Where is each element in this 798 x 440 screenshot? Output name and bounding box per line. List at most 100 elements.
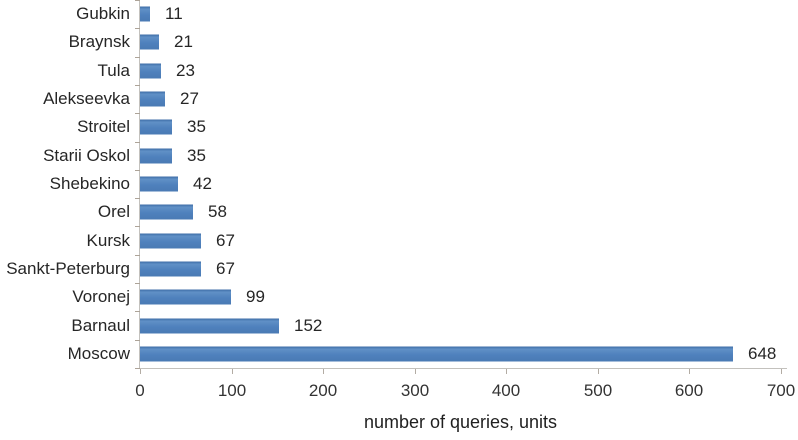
y-axis-tick <box>135 198 140 199</box>
value-label: 648 <box>748 343 777 363</box>
bar <box>140 233 201 249</box>
bar <box>140 289 231 305</box>
category-label: Alekseevka <box>43 89 130 109</box>
bar-track: 35 <box>139 113 798 141</box>
bar-row: Moscow 648 <box>0 340 798 368</box>
bar-track: 42 <box>139 170 798 198</box>
y-axis-tick <box>135 283 140 284</box>
bar-row: Sankt-Peterburg 67 <box>0 255 798 283</box>
x-tick-label: 700 <box>766 381 796 400</box>
value-label: 23 <box>176 60 195 80</box>
category-label: Tula <box>97 60 130 80</box>
y-axis-tick <box>135 340 140 341</box>
y-axis-tick <box>135 368 140 369</box>
value-label: 27 <box>180 89 199 109</box>
bar-row: Starii Oskol 35 <box>0 142 798 170</box>
y-axis-tick <box>135 85 140 86</box>
bar-track: 67 <box>139 255 798 283</box>
x-tick-label: 400 <box>491 381 521 400</box>
bar-track: 11 <box>139 0 798 28</box>
x-tick-label: 100 <box>217 381 247 400</box>
bar <box>140 346 733 362</box>
bar-row: Barnaul 152 <box>0 311 798 339</box>
y-axis-line <box>139 0 140 369</box>
y-axis-tick <box>135 311 140 312</box>
y-axis-tick <box>135 226 140 227</box>
category-label: Barnaul <box>71 315 130 335</box>
plot-area: Gubkin 11 Braynsk 21 Tula 23 Alekseevka 27 Stroi… <box>0 0 798 368</box>
x-tick-label: 200 <box>308 381 338 400</box>
y-axis-tick <box>135 170 140 171</box>
x-axis-title: number of queries, units <box>363 412 558 432</box>
bar <box>140 204 193 220</box>
bar-track: 21 <box>139 28 798 56</box>
bar-row: Gubkin 11 <box>0 0 798 28</box>
bar-row: Shebekino 42 <box>0 170 798 198</box>
x-tick-label: 600 <box>674 381 704 400</box>
x-axis-tick <box>232 369 233 374</box>
x-axis-line <box>139 368 787 369</box>
bar-row: Tula 23 <box>0 57 798 85</box>
bar <box>140 318 279 334</box>
x-axis-tick <box>506 369 507 374</box>
category-label: Sankt-Peterburg <box>6 258 130 278</box>
bar-track: 35 <box>139 142 798 170</box>
y-axis-tick <box>135 28 140 29</box>
category-label: Voronej <box>72 287 130 307</box>
y-axis-tick <box>135 57 140 58</box>
x-axis-tick <box>781 369 782 374</box>
bar-track: 67 <box>139 227 798 255</box>
category-label: Moscow <box>67 343 130 363</box>
category-label: Shebekino <box>49 174 130 194</box>
y-axis-tick <box>135 0 140 1</box>
bar <box>140 119 172 135</box>
bar <box>140 63 161 79</box>
x-axis-tick <box>140 369 141 374</box>
value-label: 99 <box>246 287 265 307</box>
x-axis-tick <box>689 369 690 374</box>
bar-row: Kursk 67 <box>0 227 798 255</box>
bar-row: Stroitel 35 <box>0 113 798 141</box>
value-label: 42 <box>193 174 212 194</box>
bar <box>140 34 159 50</box>
value-label: 152 <box>294 315 323 335</box>
bar-row: Alekseevka 27 <box>0 85 798 113</box>
value-label: 67 <box>216 230 235 250</box>
category-label: Kursk <box>86 230 130 250</box>
bar <box>140 176 178 192</box>
bar-track: 648 <box>139 340 798 368</box>
x-tick-label: 300 <box>400 381 430 400</box>
bar-track: 23 <box>139 57 798 85</box>
x-axis-tick <box>598 369 599 374</box>
category-label: Braynsk <box>68 32 130 52</box>
y-axis-tick <box>135 142 140 143</box>
y-axis-tick <box>135 113 140 114</box>
bar-track: 152 <box>139 311 798 339</box>
bar <box>140 6 150 22</box>
bar <box>140 261 201 277</box>
category-label: Orel <box>97 202 130 222</box>
category-label: Gubkin <box>76 4 130 24</box>
category-label: Starii Oskol <box>43 145 130 165</box>
bar-row: Voronej 99 <box>0 283 798 311</box>
value-label: 67 <box>216 258 235 278</box>
value-label: 35 <box>187 145 206 165</box>
y-axis-tick <box>135 255 140 256</box>
value-label: 35 <box>187 117 206 137</box>
value-label: 11 <box>165 4 183 24</box>
bar-row: Braynsk 21 <box>0 28 798 56</box>
bar-track: 58 <box>139 198 798 226</box>
bar <box>140 91 165 107</box>
x-axis-tick <box>323 369 324 374</box>
value-label: 58 <box>208 202 227 222</box>
bar-row: Orel 58 <box>0 198 798 226</box>
bar-track: 27 <box>139 85 798 113</box>
x-tick-label: 0 <box>135 381 145 400</box>
category-label: Stroitel <box>77 117 130 137</box>
x-tick-label: 500 <box>583 381 613 400</box>
value-label: 21 <box>174 32 193 52</box>
x-axis-tick <box>415 369 416 374</box>
bar-track: 99 <box>139 283 798 311</box>
bar <box>140 148 172 164</box>
